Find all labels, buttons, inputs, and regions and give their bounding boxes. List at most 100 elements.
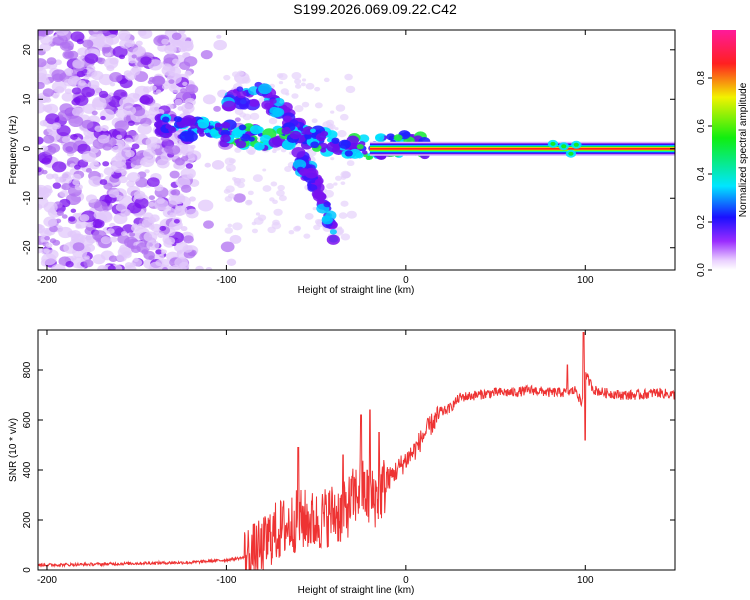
spectrogram-blob	[284, 165, 292, 172]
spectrogram-blob	[88, 176, 103, 187]
snr-x-label: Height of straight line (km)	[298, 585, 415, 596]
spectrogram-blob	[98, 90, 109, 99]
spectrogram-blob	[268, 137, 283, 148]
spectrogram-blob	[77, 47, 89, 56]
spectrogram-blob	[268, 117, 278, 125]
spectrogram-blob	[56, 125, 71, 137]
colorbar-tick-label: 0.0	[696, 263, 707, 277]
spectrogram-blob	[320, 148, 327, 153]
spectrogram-blob	[84, 53, 99, 64]
spectrogram-blob	[232, 177, 237, 181]
spectrogram-blob	[43, 216, 58, 228]
spectrogram-blob	[103, 57, 119, 69]
colorbar-ticks: 0.0 0.2 0.4 0.6 0.8	[696, 71, 712, 277]
spectrogram-blob	[109, 30, 119, 35]
spectrogram-blob	[375, 134, 385, 142]
spectrogram-blob	[226, 168, 232, 172]
spectrogram-blob	[125, 149, 135, 158]
spectrogram-blob	[129, 232, 136, 237]
spectrogram-blob	[213, 39, 227, 51]
spectrogram-blob	[107, 265, 116, 270]
spectrogram-blob	[561, 144, 567, 149]
spectrogram-blob	[195, 265, 204, 270]
spectrogram-blob	[160, 249, 167, 255]
spectrogram-blob	[70, 208, 77, 213]
spectrogram-blob	[149, 85, 157, 91]
spectrogram-blob	[171, 264, 180, 270]
spectrogram-blob	[110, 155, 127, 168]
snr-x-tick-label: -200	[37, 575, 57, 586]
spectrogram-blob	[314, 178, 323, 185]
spectrogram-blob	[120, 231, 128, 237]
spectrogram-blob	[181, 103, 195, 114]
spectrogram-blob	[269, 197, 275, 202]
spectrogram-blob	[122, 251, 132, 259]
spectrogram-blob	[260, 134, 272, 144]
spectrogram-blob	[38, 136, 44, 145]
spectrogram-blob	[249, 112, 260, 121]
spectrogram-blob	[220, 241, 235, 253]
spectrogram-blob	[221, 121, 231, 129]
spectrogram-blob	[38, 102, 46, 114]
spectrogram-blob	[170, 190, 177, 195]
spectrogram-blob	[367, 155, 373, 160]
spectrogram-blob	[335, 104, 346, 112]
spectrogram-blob	[106, 228, 115, 235]
spectrogram-blob	[173, 218, 180, 224]
spectrogram-blob	[124, 137, 133, 144]
spectrogram-blob	[292, 159, 307, 170]
spectrogram-y-tick-label: -10	[22, 191, 33, 206]
spectrogram-blob	[226, 258, 237, 266]
spectrogram-blob	[116, 134, 123, 140]
spectrogram-blob	[72, 179, 81, 186]
spectrogram-blob	[109, 236, 118, 243]
spectrogram-blob	[185, 84, 199, 95]
spectrogram-blob	[272, 219, 280, 226]
snr-y-tick-label: 400	[22, 461, 33, 478]
spectrogram-blob	[233, 193, 246, 203]
spectrogram-blob	[168, 194, 182, 205]
spectrogram-blob	[59, 103, 74, 114]
spectrogram-blob	[223, 74, 231, 81]
spectrogram-blob	[92, 219, 105, 229]
spectrogram-blob	[139, 94, 154, 105]
spectrogram-blob	[119, 96, 135, 109]
spectrogram-blob	[152, 75, 166, 86]
snr-y-tick-label: 0	[22, 567, 33, 573]
spectrogram-blob	[232, 222, 243, 231]
spectrogram-blob	[40, 35, 53, 46]
spectrogram-blob	[249, 125, 263, 135]
spectrogram-blob	[72, 242, 85, 252]
spectrogram-blob	[236, 90, 247, 99]
spectrogram-blob	[38, 167, 42, 173]
spectrogram-blob	[109, 225, 124, 237]
spectrogram-blob	[315, 133, 327, 142]
spectrogram-blob	[183, 56, 198, 67]
spectrogram-blob	[222, 100, 237, 112]
spectrogram-blob	[262, 168, 267, 172]
spectrogram-blob	[235, 140, 247, 149]
spectrogram-blob	[241, 76, 251, 84]
colorbar-tick-label: 0.2	[696, 215, 707, 229]
spectrogram-blob	[51, 161, 67, 173]
spectrogram-blob	[330, 110, 335, 114]
snr-x-tick-label: 0	[403, 575, 409, 586]
spectrogram-blob	[156, 197, 165, 204]
spectrogram-blob	[41, 169, 48, 175]
spectrogram-blob	[248, 136, 255, 142]
spectrogram-blob	[148, 59, 163, 71]
spectrogram-blob	[180, 155, 189, 162]
spectrogram-blob	[180, 88, 187, 94]
spectrogram-blob	[236, 86, 244, 92]
spectrogram-blob	[168, 79, 175, 84]
spectrogram-x-tick-label: 100	[577, 275, 594, 286]
spectrogram-blob	[358, 134, 370, 143]
spectrogram-blob	[162, 267, 168, 270]
spectrogram-blob	[76, 38, 84, 45]
spectrogram-blob	[224, 196, 233, 202]
spectrogram-blob	[52, 182, 62, 189]
spectrogram-y-tick-label: 0	[22, 146, 33, 152]
spectrogram-blob	[330, 157, 335, 161]
spectrogram-blob	[337, 130, 347, 138]
spectrogram-x-tick-label: -100	[216, 275, 236, 286]
